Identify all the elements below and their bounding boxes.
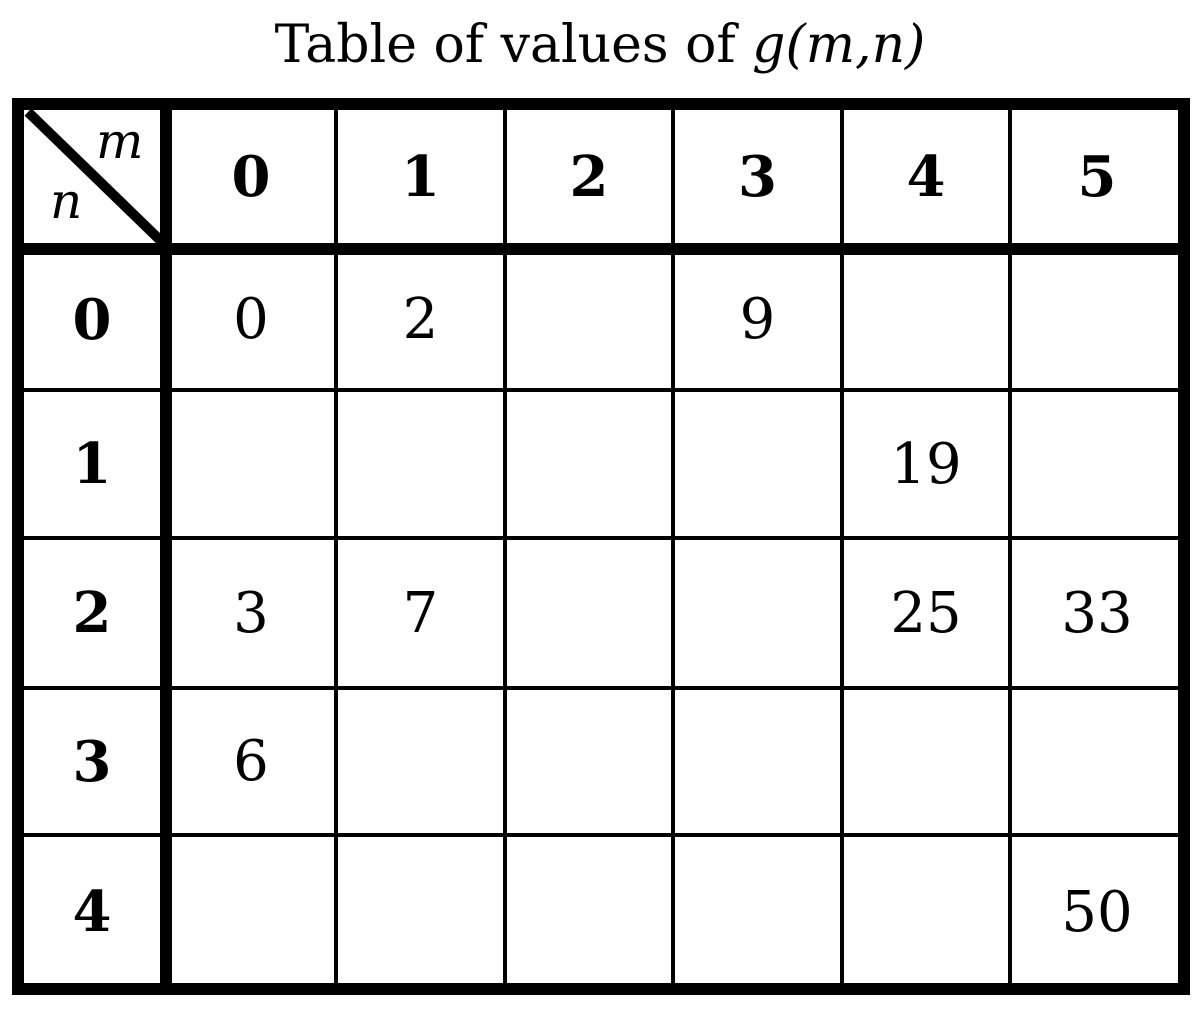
table-cell: 9 xyxy=(739,287,776,352)
table-cell xyxy=(673,688,842,835)
grid-line-horizontal xyxy=(12,243,1190,255)
table-cell xyxy=(505,538,673,688)
grid-line-horizontal xyxy=(12,388,1190,392)
table-cell xyxy=(336,688,505,835)
row-variable-label: n xyxy=(50,172,83,230)
table-cell xyxy=(505,249,673,390)
table-cell xyxy=(842,688,1010,835)
table-cell xyxy=(673,390,842,538)
grid-line-vertical xyxy=(160,98,172,995)
title-function: g(m,n) xyxy=(752,15,926,75)
table-cell: 19 xyxy=(890,431,962,497)
table-cell: 7 xyxy=(402,580,439,646)
column-header: 0 xyxy=(231,143,271,210)
row-header: 4 xyxy=(72,879,112,945)
grid-line-vertical xyxy=(1008,98,1012,995)
table-cell xyxy=(166,835,336,989)
table-title: Table of values of g(m,n) xyxy=(0,10,1200,80)
row-header: 1 xyxy=(72,431,112,497)
table-cell: 6 xyxy=(233,729,269,794)
grid-line-horizontal xyxy=(12,98,1190,110)
table-cell xyxy=(166,390,336,538)
table-cell: 50 xyxy=(1061,879,1133,945)
table-cell xyxy=(1010,688,1184,835)
column-header: 3 xyxy=(738,143,777,210)
table-cell xyxy=(842,835,1010,989)
grid-line-horizontal xyxy=(12,686,1190,690)
row-header: 2 xyxy=(72,580,112,646)
grid-line-vertical xyxy=(334,98,338,995)
table-cell xyxy=(673,538,842,688)
table-cell xyxy=(505,688,673,835)
table-cell: 33 xyxy=(1061,580,1133,646)
grid-line-vertical xyxy=(671,98,675,995)
table-cell: 0 xyxy=(233,287,269,352)
column-header: 4 xyxy=(906,143,946,210)
row-header: 0 xyxy=(72,286,112,353)
table-cell xyxy=(673,835,842,989)
grid-line-vertical xyxy=(12,98,24,995)
column-variable-label: m xyxy=(96,112,144,170)
column-header: 1 xyxy=(401,143,440,210)
grid-line-horizontal xyxy=(12,833,1190,837)
table-cell: 25 xyxy=(890,580,962,646)
grid-line-vertical xyxy=(1178,98,1190,995)
grid-line-horizontal xyxy=(12,983,1190,995)
table-cell xyxy=(505,835,673,989)
column-header: 2 xyxy=(569,143,609,210)
table-cell xyxy=(1010,249,1184,390)
grid-line-horizontal xyxy=(12,536,1190,540)
table-cell: 3 xyxy=(233,580,269,646)
grid-line-vertical xyxy=(503,98,507,995)
table-cell xyxy=(336,390,505,538)
table-cell xyxy=(1010,390,1184,538)
table-cell xyxy=(505,390,673,538)
table-cell: 2 xyxy=(402,287,439,352)
table-cell xyxy=(336,835,505,989)
row-header: 3 xyxy=(72,728,112,795)
column-header: 5 xyxy=(1077,143,1117,210)
table-cell xyxy=(842,249,1010,390)
grid-line-vertical xyxy=(840,98,844,995)
title-text: Table of values of xyxy=(274,15,753,75)
